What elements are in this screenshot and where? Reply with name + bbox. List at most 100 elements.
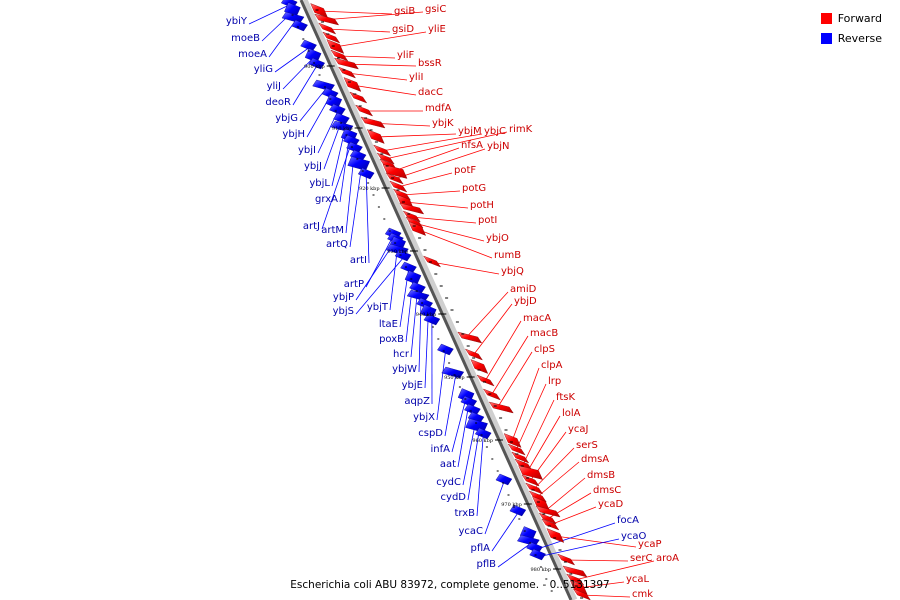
forward-gene-label: ybjQ [501, 266, 524, 277]
forward-leader-line [416, 228, 493, 259]
forward-leader-line [484, 320, 522, 382]
forward-gene-label: gsiD [392, 24, 414, 35]
reverse-gene-label: trxB [454, 508, 475, 519]
forward-gene [355, 104, 374, 117]
reverse-gene-label: ybjT [367, 302, 389, 313]
reverse-gene [300, 39, 317, 52]
forward-gene [408, 221, 427, 236]
forward-leader-line [491, 335, 529, 396]
reverse-gene-label: ybjI [298, 145, 316, 156]
reverse-gene-label: ybjX [413, 412, 435, 423]
reverse-gene-label: grxA [315, 194, 338, 205]
reverse-label: Reverse [837, 31, 882, 45]
forward-gene [366, 129, 385, 144]
forward-gene-label: macA [523, 313, 551, 324]
reverse-leader-line [355, 257, 404, 315]
reverse-gene-label: moeA [238, 49, 267, 60]
reverse-gene-label: aat [440, 459, 456, 470]
reverse-gene-label: ybjL [309, 178, 330, 189]
forward-leader-line [511, 367, 540, 442]
forward-leader-line [431, 261, 500, 275]
reverse-gene [349, 149, 367, 162]
reverse-gene [437, 343, 454, 356]
forward-gene-label: ybjK [432, 118, 454, 129]
genome-axis [299, 0, 573, 600]
forward-swatch [820, 12, 832, 24]
axis-tick-label: 930 kbp [387, 249, 408, 255]
reverse-gene [409, 281, 426, 294]
forward-label: Forward [837, 11, 882, 25]
forward-leader-line [543, 477, 586, 513]
reverse-gene-label: aqpZ [404, 396, 430, 407]
reverse-leader-line [405, 279, 414, 343]
reverse-gene-label: moeB [231, 33, 260, 44]
forward-gene-label: dmsA [581, 454, 609, 465]
forward-gene-label: ybjC [484, 126, 506, 137]
forward-gene-label: nfsA [461, 140, 483, 151]
forward-gene [518, 465, 543, 480]
reverse-gene-label: ybjS [333, 306, 354, 317]
forward-gene [457, 331, 483, 344]
forward-gene [525, 482, 544, 495]
reverse-leader-line [484, 481, 505, 535]
reverse-leader-line [299, 87, 327, 122]
reverse-gene [526, 541, 543, 554]
forward-gene [476, 374, 495, 387]
reverse-gene-label: ycaC [458, 526, 483, 537]
reverse-gene-label: pflA [471, 543, 491, 554]
forward-gene-label: ybjD [514, 296, 537, 307]
reverse-leader-line [248, 4, 290, 25]
reverse-gene [495, 473, 513, 486]
forward-gene [423, 255, 442, 268]
reverse-leader-line [349, 165, 363, 248]
reverse-gene-label: cspD [418, 428, 443, 439]
forward-gene-label: dmsB [587, 470, 615, 481]
forward-gene [528, 490, 547, 503]
forward-leader-line [397, 172, 453, 188]
reverse-leader-line [491, 512, 519, 552]
forward-leader-line [522, 399, 555, 466]
reverse-leader-line [436, 351, 446, 421]
reverse-leader-line [418, 297, 422, 373]
reverse-gene [509, 504, 527, 517]
forward-gene-label: serC [630, 553, 652, 564]
reverse-gene [423, 313, 441, 326]
reverse-gene [404, 270, 422, 285]
legend-forward: Forward [820, 8, 882, 28]
axis-tick-label: 900 kbp [304, 64, 325, 70]
reverse-gene-label: artJ [303, 221, 320, 232]
forward-leader-line [413, 222, 485, 242]
forward-leader-line [404, 201, 469, 209]
forward-gene [503, 433, 522, 448]
forward-gene-label: cmk [632, 589, 653, 600]
reverse-gene-label: ybjW [392, 364, 417, 375]
reverse-gene [467, 411, 485, 424]
forward-gene [314, 13, 340, 26]
forward-gene-label: potF [454, 165, 476, 176]
forward-gene-label: serS [576, 440, 598, 451]
forward-leader-line [394, 148, 486, 180]
reverse-gene [420, 304, 437, 319]
reverse-leader-line [534, 522, 616, 551]
reverse-gene-label: pflB [476, 559, 496, 570]
forward-gene [557, 553, 576, 566]
forward-leader-line [526, 415, 561, 474]
reverse-leader-line [444, 374, 457, 437]
reverse-leader-line [274, 47, 309, 73]
forward-gene-label: ybjN [487, 141, 510, 152]
legend-reverse: Reverse [820, 28, 882, 48]
gene-labels: gsiB gsiC gsiD yliE yliF bssR yliI dacC mdfA ybjK… [226, 4, 679, 600]
forward-leader-line [334, 31, 427, 48]
forward-gene-label: amiD [510, 284, 537, 295]
forward-leader-line [515, 383, 547, 451]
forward-gene [373, 144, 392, 157]
reverse-gene-label: hcr [393, 349, 410, 360]
reverse-leader-line [410, 289, 418, 358]
reverse-gene [464, 403, 481, 416]
reverse-leader-line [331, 128, 346, 187]
reverse-gene-label: artP [344, 279, 364, 290]
forward-leader-line [578, 581, 625, 589]
reverse-gene-label: ybjH [282, 129, 305, 140]
reverse-leader-line [292, 65, 318, 106]
forward-gene [389, 180, 408, 193]
